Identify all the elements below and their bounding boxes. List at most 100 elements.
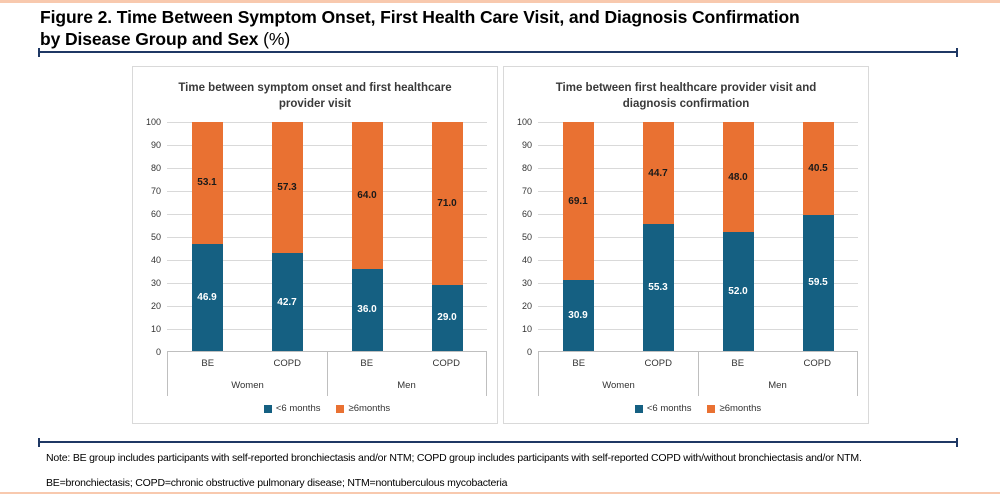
y-tick: 100 [145,117,161,128]
data-label: 53.1 [197,177,217,189]
segment-lt6months: 52.0 [722,231,754,352]
bar-men-copd: 71.0 29.0 [431,122,463,352]
data-label: 52.0 [728,285,748,297]
legend-left: <6 months ≥6months [167,403,487,414]
category-label: BE [572,357,586,369]
segment-lt6months: 30.9 [562,280,594,352]
y-tick: 70 [150,186,161,197]
data-label: 59.5 [808,277,828,289]
bar-men-be: 48.0 52.0 [722,122,754,352]
y-tick: 0 [526,347,532,358]
bar-women-be: 69.1 30.9 [562,122,594,352]
chart-body-right: 100 90 80 70 60 50 40 30 20 10 0 [504,117,868,414]
data-label: 46.9 [197,291,217,303]
chart-panel-diagnosis-confirmation: Time between first healthcare provider v… [503,66,869,424]
segment-ge6months: 40.5 [802,122,834,215]
divider-line-bottom [38,438,958,447]
legend-right: <6 months ≥6months [538,403,858,414]
segment-lt6months: 42.7 [271,253,303,352]
data-label: 57.3 [277,182,297,194]
legend-swatch-blue [263,404,272,413]
y-tick: 70 [521,186,532,197]
plot-column-right: 69.1 30.9 44.7 [538,122,858,414]
y-axis-right: 100 90 80 70 60 50 40 30 20 10 0 [504,117,538,357]
segment-lt6months: 29.0 [431,284,463,352]
data-label: 42.7 [277,296,297,308]
chart-title-right: Time between first healthcare provider v… [555,82,817,110]
group-label: Women [231,379,264,391]
y-tick: 10 [150,324,161,335]
data-label: 29.0 [437,312,457,324]
bars-right: 69.1 30.9 44.7 [538,122,858,352]
legend-item-ge6months: ≥6months [707,403,761,414]
footnote-definition: Note: BE group includes participants wit… [46,452,862,464]
group-label: Women [602,379,635,391]
y-tick: 20 [150,301,161,312]
legend-label: ≥6months [719,403,762,415]
y-tick: 40 [150,255,161,266]
legend-swatch-blue [634,404,643,413]
y-tick: 80 [521,163,532,174]
segment-lt6months: 59.5 [802,214,834,352]
bar-women-copd: 57.3 42.7 [271,122,303,352]
legend-label: <6 months [275,403,321,415]
category-label: BE [201,357,215,369]
category-label: COPD [803,357,831,369]
figure-title-line1: Figure 2. Time Between Symptom Onset, Fi… [40,7,800,27]
category-row: BE COPD BE COPD [168,352,486,374]
segment-lt6months: 55.3 [642,224,674,352]
segment-ge6months: 57.3 [271,122,303,254]
group-row: Women Men [168,374,486,396]
legend-item-lt6months: <6 months [263,403,321,415]
data-label: 40.5 [808,162,828,174]
legend-label: <6 months [646,403,692,415]
data-label: 30.9 [568,310,588,322]
y-tick: 10 [521,324,532,335]
plot-column-left: 53.1 46.9 57.3 [167,122,487,414]
bar-men-copd: 40.5 59.5 [802,122,834,352]
y-tick: 50 [150,232,161,243]
segment-lt6months: 46.9 [191,243,223,352]
data-label: 48.0 [728,171,748,183]
y-tick: 100 [516,117,532,128]
bar-men-be: 64.0 36.0 [351,122,383,352]
figure-title-line2: by Disease Group and Sex [40,29,259,50]
category-label: COPD [644,357,672,369]
data-label: 71.0 [437,197,457,209]
category-axis-left: BE COPD BE COPD Women Men [167,352,487,397]
segment-ge6months: 44.7 [642,122,674,225]
figure-title: Figure 2. Time Between Symptom Onset, Fi… [40,6,970,50]
legend-swatch-orange [336,404,345,413]
category-row: BE COPD BE COPD [539,352,857,374]
segment-ge6months: 64.0 [351,122,383,269]
segment-ge6months: 53.1 [191,122,223,244]
y-tick: 80 [150,163,161,174]
chart-body-left: 100 90 80 70 60 50 40 30 20 10 0 [133,117,497,414]
chart-panel-symptom-onset: Time between symptom onset and first hea… [132,66,498,424]
legend-item-lt6months: <6 months [634,403,692,415]
data-label: 55.3 [648,282,668,294]
y-tick: 90 [521,140,532,151]
plot-area-right: 69.1 30.9 44.7 [538,122,858,353]
divider-line-top [38,48,958,57]
category-label: BE [360,357,374,369]
legend-swatch-orange [707,404,716,413]
y-tick: 90 [150,140,161,151]
y-tick: 50 [521,232,532,243]
data-label: 64.0 [357,189,377,201]
bar-women-be: 53.1 46.9 [191,122,223,352]
category-axis-right: BE COPD BE COPD Women Men [538,352,858,397]
top-border-line [0,0,1000,3]
bottom-border-line [0,492,1000,494]
y-tick: 40 [521,255,532,266]
group-row: Women Men [539,374,857,396]
bars-left: 53.1 46.9 57.3 [167,122,487,352]
category-label: COPD [432,357,460,369]
y-tick-labels: 100 90 80 70 60 50 40 30 20 10 0 [504,116,532,358]
plot-area-left: 53.1 46.9 57.3 [167,122,487,353]
segment-lt6months: 36.0 [351,268,383,352]
data-label: 36.0 [357,304,377,316]
category-label: BE [731,357,745,369]
segment-ge6months: 69.1 [562,122,594,281]
data-label: 44.7 [648,167,668,179]
